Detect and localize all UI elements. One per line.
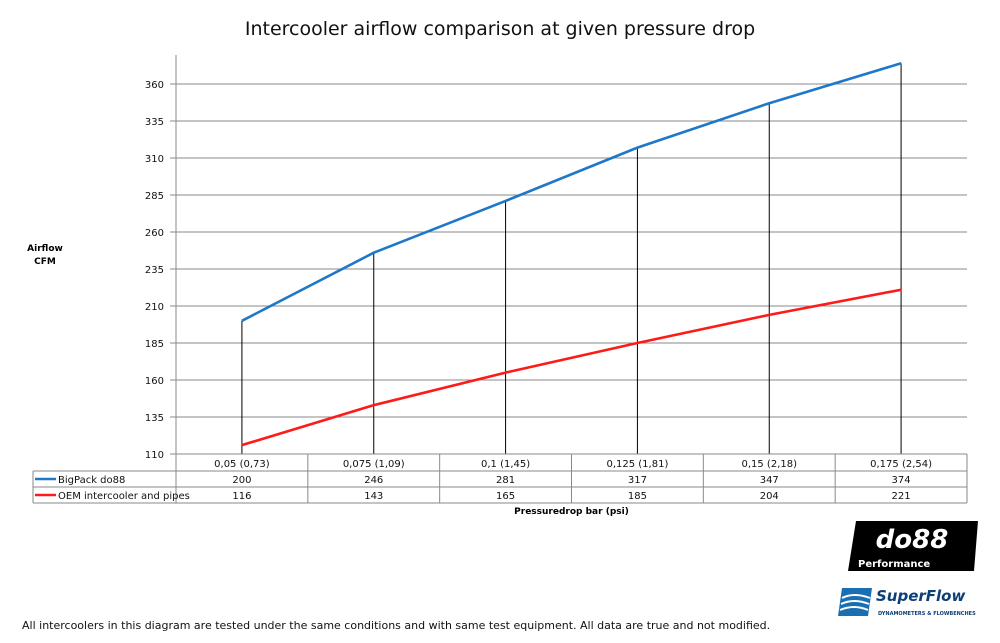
- series-line-0: [241, 62, 902, 322]
- superflow-logo: SuperFlow DYNAMOMETERS & FLOWBENCHES: [838, 584, 983, 624]
- table-value: 317: [628, 475, 647, 486]
- y-tick-label: 210: [145, 302, 164, 313]
- x-category-label: 0,15 (2,18): [741, 459, 797, 470]
- table-value: 374: [892, 475, 911, 486]
- x-category-label: 0,05 (0,73): [214, 459, 270, 470]
- table-value: 185: [628, 491, 647, 502]
- table-value: 281: [496, 475, 515, 486]
- do88-logo: do88 Performance: [846, 520, 980, 576]
- legend-label: BigPack do88: [58, 475, 125, 486]
- y-tick-label: 285: [145, 191, 164, 202]
- x-category-label: 0,175 (2,54): [870, 459, 932, 470]
- legend-label: OEM intercooler and pipes: [58, 491, 190, 502]
- table-value: 221: [892, 491, 911, 502]
- series-line-1: [241, 288, 902, 447]
- table-value: 246: [364, 475, 383, 486]
- y-tick-label: 135: [145, 413, 164, 424]
- y-tick-label: 185: [145, 339, 164, 350]
- superflow-logo-sub: DYNAMOMETERS & FLOWBENCHES: [878, 611, 976, 617]
- table-value: 347: [760, 475, 779, 486]
- y-tick-label: 260: [145, 228, 164, 239]
- footer-note: All intercoolers in this diagram are tes…: [22, 619, 771, 632]
- y-axis-label-line1: Airflow: [27, 244, 63, 254]
- x-category-label: 0,075 (1,09): [343, 459, 405, 470]
- y-tick-label: 335: [145, 117, 164, 128]
- y-tick-label: 160: [145, 376, 164, 387]
- y-axis-label-line2: CFM: [34, 257, 56, 267]
- y-tick-label: 235: [145, 265, 164, 276]
- y-tick-label: 110: [145, 450, 164, 461]
- do88-logo-text: do88: [876, 525, 949, 555]
- superflow-logo-text: SuperFlow: [876, 587, 965, 605]
- y-tick-label: 310: [145, 154, 164, 165]
- table-value: 116: [232, 491, 251, 502]
- table-value: 143: [364, 491, 383, 502]
- do88-logo-sub: Performance: [858, 559, 930, 570]
- y-axis-label: Airflow CFM: [18, 243, 72, 269]
- table-value: 165: [496, 491, 515, 502]
- y-tick-label: 360: [145, 80, 164, 91]
- table-value: 204: [760, 491, 779, 502]
- x-axis-label: Pressuredrop bar (psi): [514, 507, 629, 517]
- x-category-label: 0,125 (1,81): [606, 459, 668, 470]
- chart-title: Intercooler airflow comparison at given …: [244, 18, 756, 40]
- x-category-label: 0,1 (1,45): [481, 459, 530, 470]
- table-value: 200: [232, 475, 251, 486]
